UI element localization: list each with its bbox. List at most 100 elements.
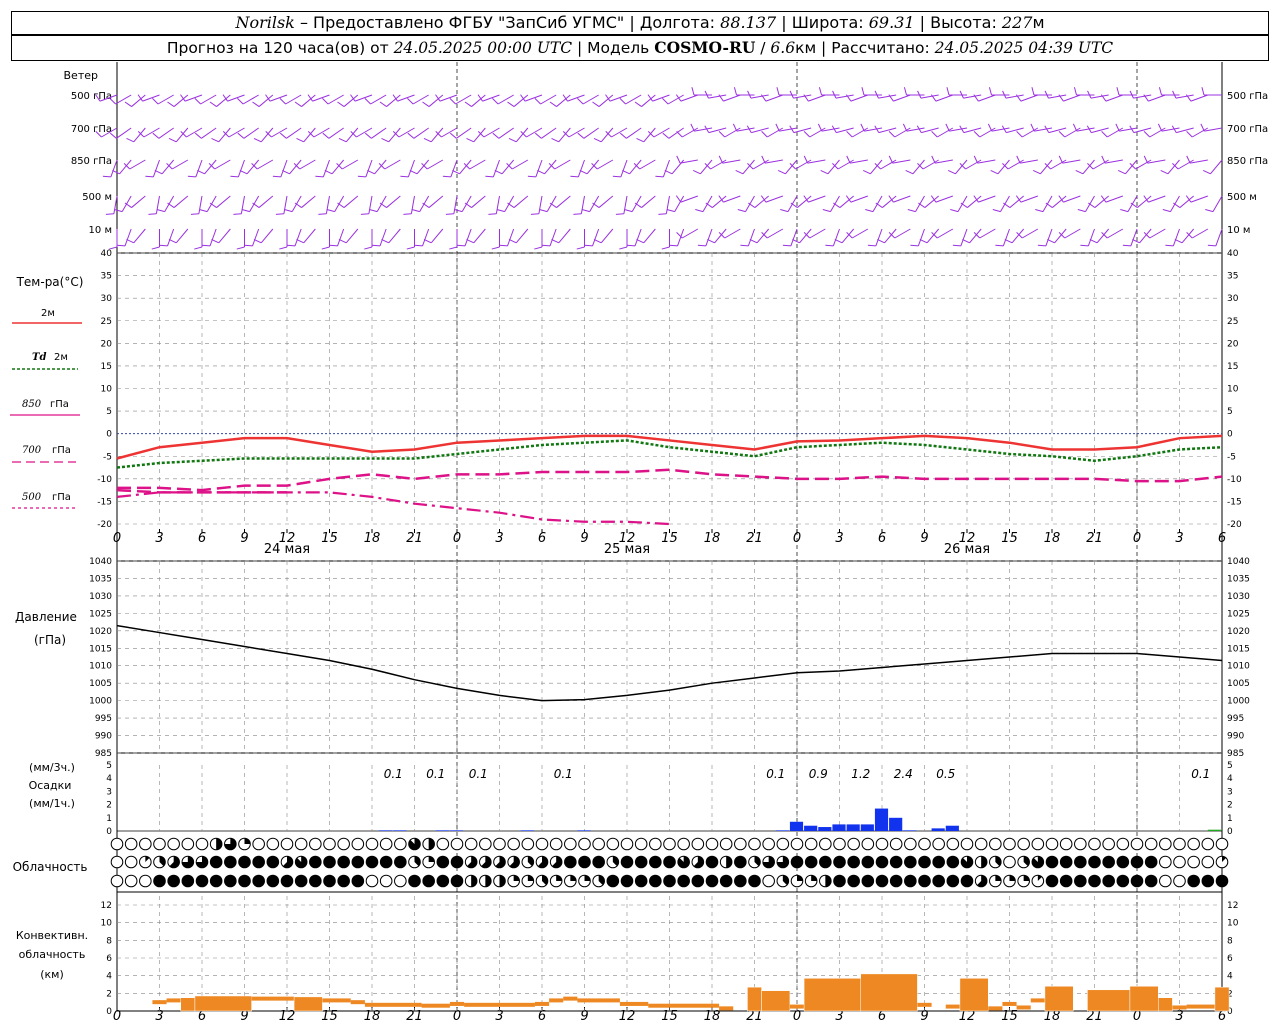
wind-barb-flag — [1162, 209, 1171, 213]
wind-barb-staff — [747, 228, 755, 247]
cloud-fill — [693, 856, 704, 868]
temp-tick-right: 0 — [1227, 430, 1233, 440]
wind-barb-staff — [1191, 127, 1209, 138]
time-tick-label: 9 — [240, 1009, 248, 1024]
wind-barb-staff — [218, 127, 231, 143]
wind-barb-staff — [260, 127, 274, 143]
wind-barb-staff — [374, 159, 387, 175]
wind-barb-flag — [237, 132, 245, 139]
wind-barb-staff — [303, 228, 316, 244]
cloud-symbol — [521, 837, 535, 851]
wind-barb-staff — [1064, 228, 1081, 239]
precip-legend-title: Осадки — [29, 779, 72, 792]
cloud-symbol — [280, 837, 294, 851]
cloud-fill — [1032, 856, 1044, 868]
cloud-fill — [556, 875, 562, 881]
wind-barb-flag — [692, 169, 701, 175]
wind-barb-flag — [364, 132, 372, 139]
wind-barb-staff — [195, 159, 203, 178]
wind-barb-flag — [194, 132, 202, 139]
cloud-fill — [182, 875, 194, 887]
cloud-fill — [481, 856, 492, 868]
cloud-symbol — [875, 837, 889, 851]
time-tick-label: 6 — [198, 531, 206, 546]
precip-3h-label: 0.1 — [469, 767, 488, 781]
wind-barb-flag — [1044, 90, 1049, 99]
wind-barb-staff — [967, 195, 982, 208]
wind-barb-flag — [381, 137, 389, 143]
wind-barb-staff — [839, 195, 854, 208]
wind-barb-flag — [1101, 155, 1106, 164]
wind-barb-staff — [851, 228, 869, 239]
wind-barb-staff — [793, 94, 812, 99]
cloud-fill — [947, 856, 959, 868]
cloud-symbol — [819, 837, 832, 851]
wind-barb-flag — [1207, 244, 1216, 247]
wind-barb-flag — [888, 130, 896, 138]
wind-barb-staff — [639, 159, 656, 170]
wind-barb-flag — [1101, 231, 1108, 239]
wind-barb-staff — [328, 127, 344, 139]
cloud-fill — [1088, 856, 1101, 868]
wind-barb-flag — [116, 244, 126, 247]
cloud-symbol — [606, 837, 620, 851]
cloud-fill — [862, 856, 874, 868]
time-tick-label: 21 — [406, 531, 423, 546]
cloud-fill — [947, 875, 959, 887]
wind-barb-staff — [643, 127, 656, 143]
cloud-symbol — [1130, 837, 1144, 851]
cloud-fill — [797, 875, 803, 881]
wind-barb-flag — [1120, 209, 1129, 213]
cloud-symbol — [124, 855, 138, 869]
wind-barb-flag — [1165, 244, 1174, 247]
wind-barb-flag — [367, 169, 375, 175]
wind-barb-flag — [272, 175, 281, 178]
wind-barb-staff — [609, 94, 628, 102]
cloud-fill — [932, 875, 945, 887]
time-tick-label: 15 — [1001, 1009, 1018, 1024]
wind-barb-staff — [473, 228, 486, 244]
wind-barb-staff — [1007, 159, 1024, 170]
wind-barb-staff — [882, 195, 897, 208]
wind-barb-staff — [507, 228, 515, 247]
cloud-fill — [677, 875, 690, 887]
cloud-fill — [471, 875, 477, 887]
cloud-symbol — [110, 855, 124, 869]
time-tick-label: 12 — [959, 531, 976, 546]
wind-barb-staff — [1125, 159, 1138, 175]
wind-barb-staff — [158, 127, 174, 139]
wind-barb-flag — [789, 125, 795, 133]
cloud-fill — [499, 875, 506, 887]
wind-barb-flag — [252, 101, 260, 107]
cloud-fill — [159, 856, 166, 867]
wind-barb-staff — [894, 228, 911, 239]
cloud-symbol — [861, 837, 875, 851]
time-tick-label: 9 — [920, 531, 928, 546]
wind-barb-staff — [723, 195, 741, 203]
wind-barb-flag — [1031, 87, 1035, 96]
wind-barb-staff — [893, 94, 911, 102]
wind-barb-flag — [931, 130, 938, 138]
wind-barb-flag — [201, 244, 211, 247]
wind-barb-flag — [534, 97, 541, 105]
wind-barb-flag — [790, 202, 798, 208]
wind-barb-flag — [760, 94, 767, 102]
wind-barb-staff — [413, 127, 429, 139]
conv-bar — [1044, 986, 1074, 1012]
pressure-tick-right: 1025 — [1227, 609, 1250, 619]
wind-barb-flag — [159, 244, 168, 247]
wind-barb-flag — [392, 130, 400, 138]
wind-barb-staff — [337, 228, 345, 247]
cloud-symbol — [833, 837, 846, 851]
wind-barb-flag — [1015, 195, 1022, 203]
temp-tick-right: 10 — [1227, 385, 1239, 395]
wind-barb-flag — [960, 202, 968, 208]
wind-barb-staff — [1034, 127, 1053, 132]
wind-barb-staff — [1052, 195, 1067, 208]
wind-barb-flag — [421, 162, 428, 170]
wind-barb-flag — [803, 231, 811, 239]
wind-barb-flag — [888, 195, 894, 203]
time-tick-label: 3 — [835, 1009, 843, 1024]
wind-barb-flag — [831, 125, 837, 133]
time-tick-label: 12 — [279, 1009, 296, 1024]
